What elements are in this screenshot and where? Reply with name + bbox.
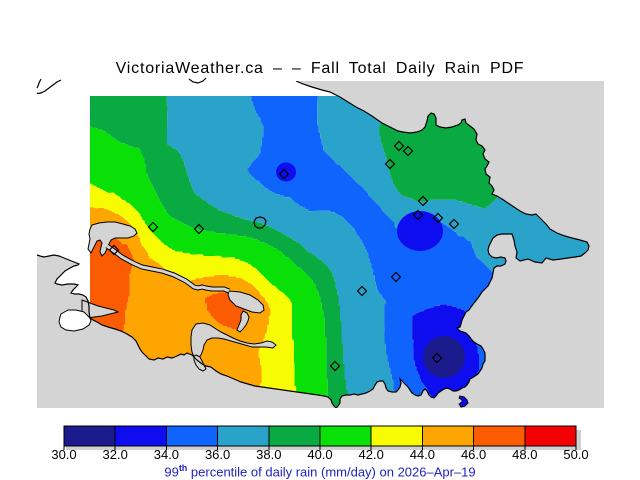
svg-text:50.0: 50.0 — [563, 447, 588, 462]
svg-text:46.0: 46.0 — [461, 447, 486, 462]
svg-text:48.0: 48.0 — [512, 447, 537, 462]
svg-text:36.0: 36.0 — [205, 447, 230, 462]
svg-text:30.0: 30.0 — [51, 447, 76, 462]
svg-text:44.0: 44.0 — [410, 447, 435, 462]
svg-text:38.0: 38.0 — [256, 447, 281, 462]
svg-text:42.0: 42.0 — [359, 447, 384, 462]
svg-text:40.0: 40.0 — [307, 447, 332, 462]
svg-text:32.0: 32.0 — [103, 447, 128, 462]
svg-text:34.0: 34.0 — [154, 447, 179, 462]
